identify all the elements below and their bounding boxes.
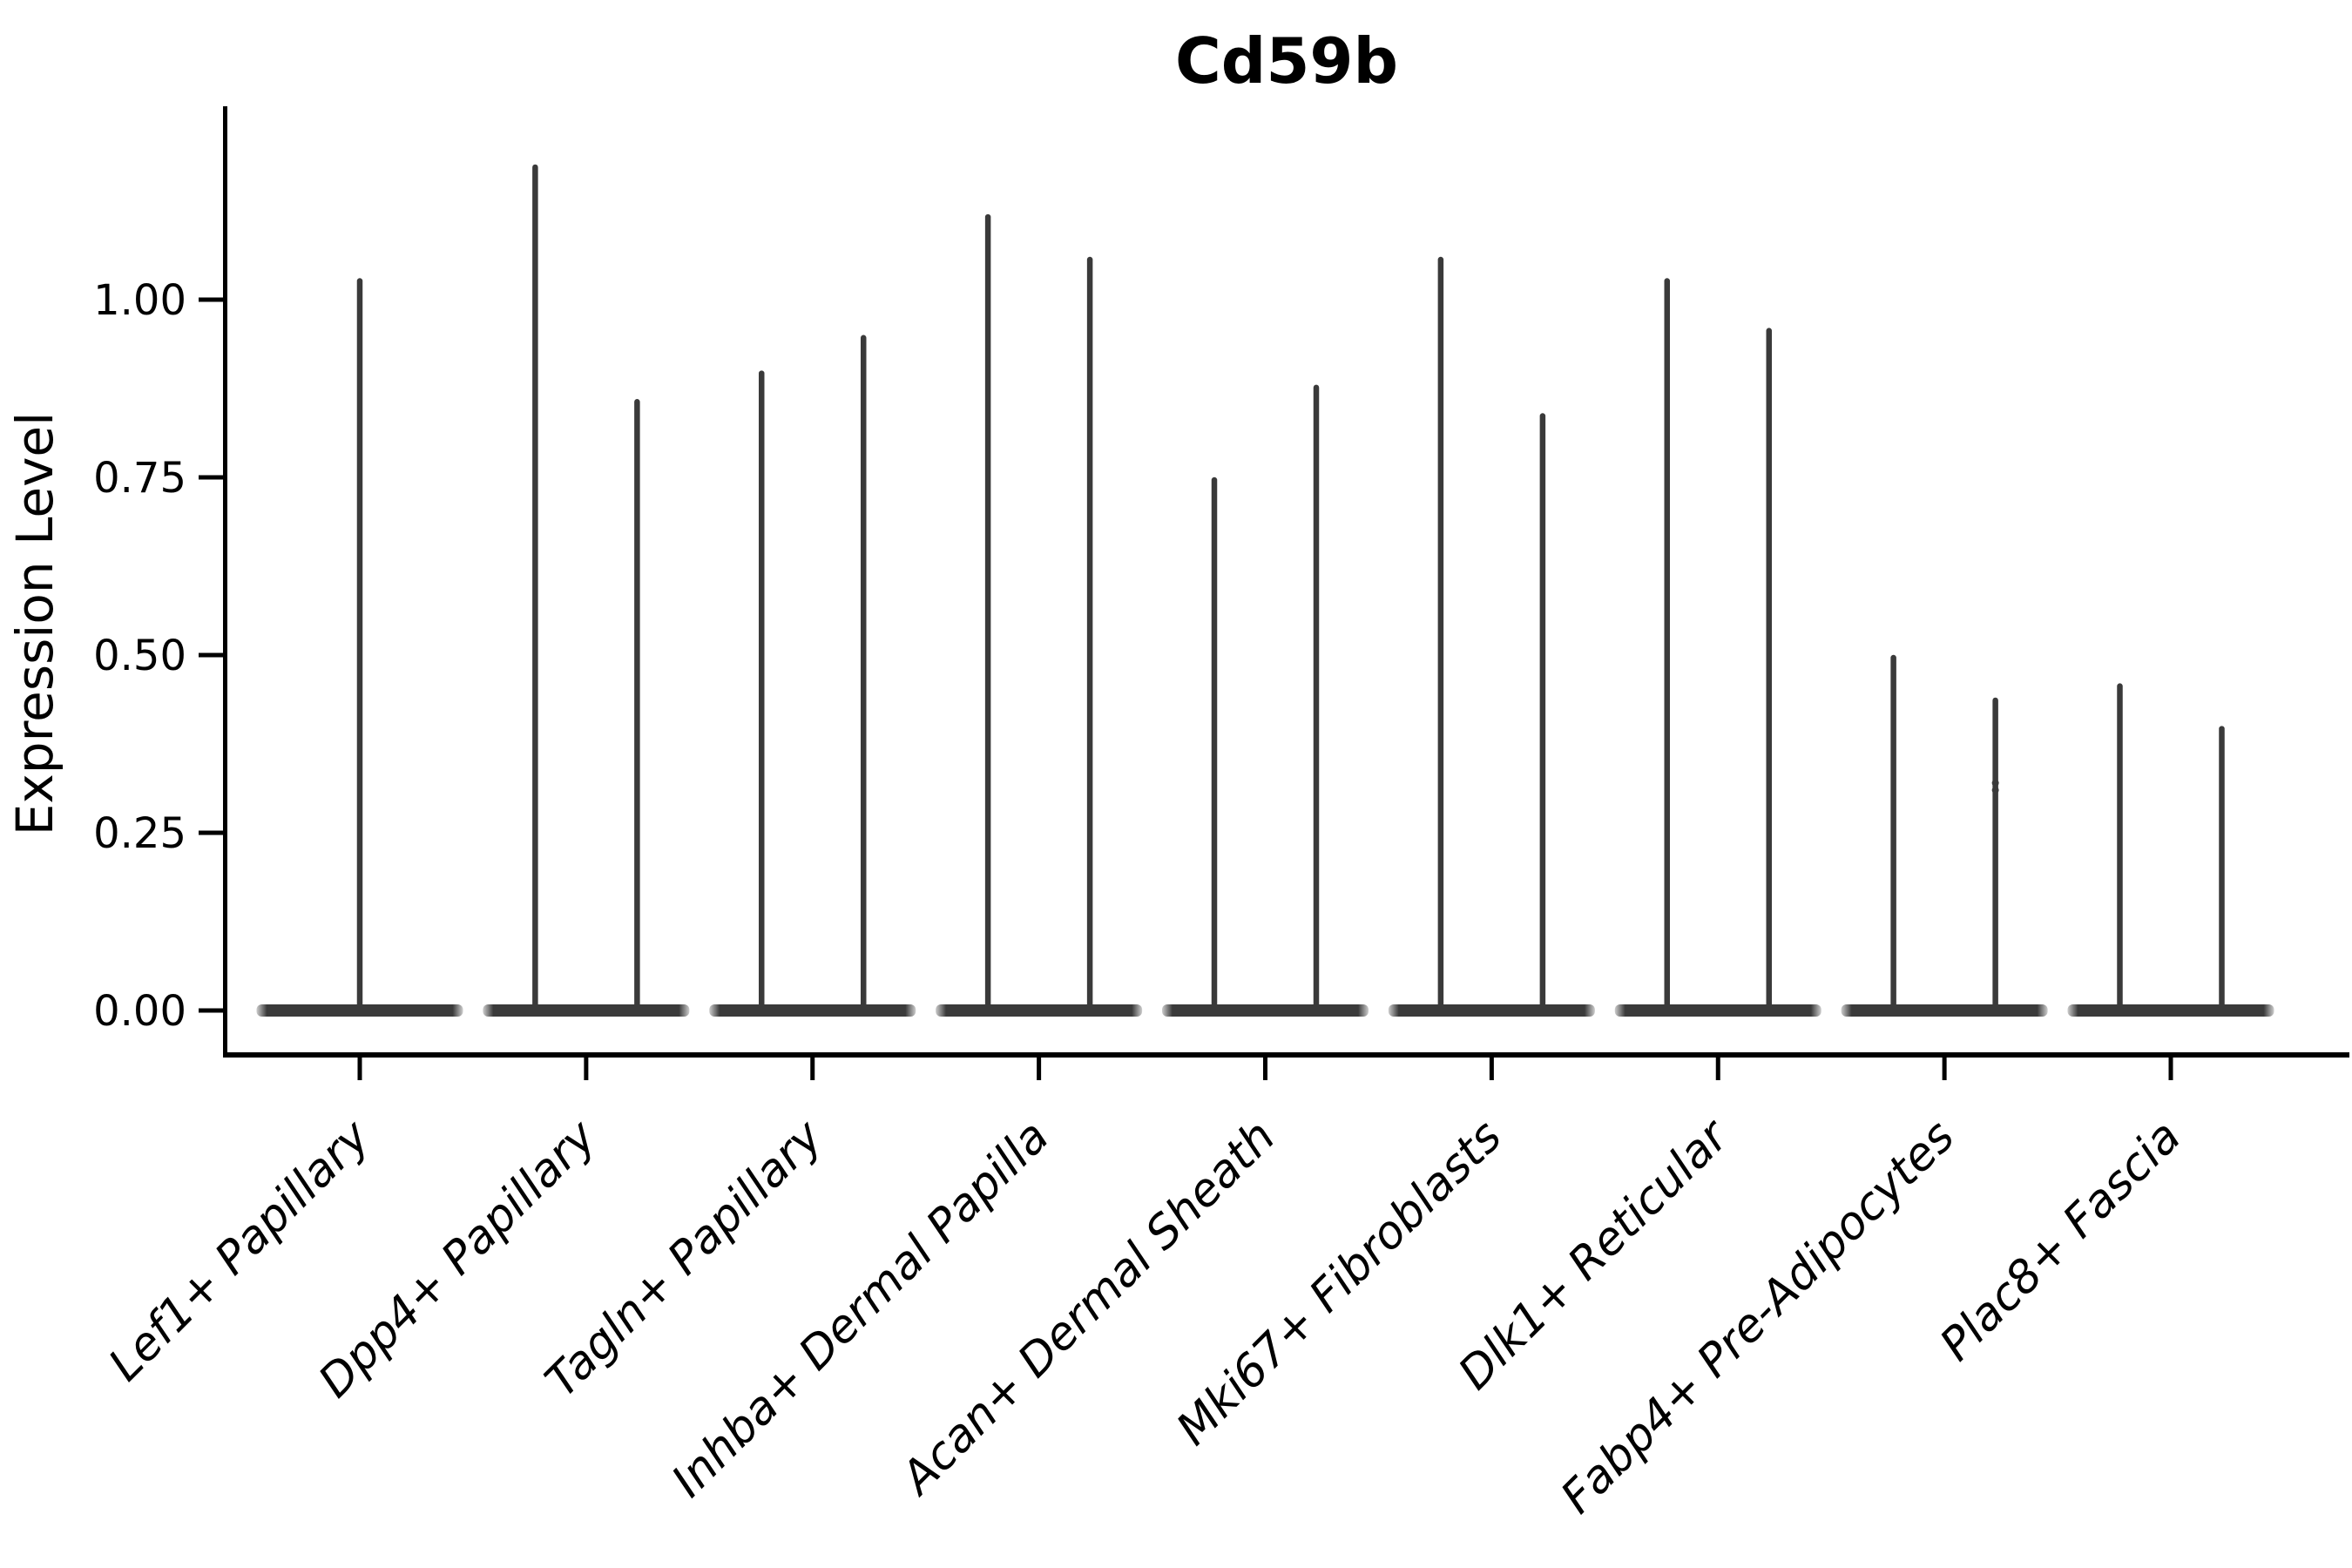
y-tick-label: 0.50 <box>93 632 186 680</box>
x-tick-label: Fabp4+ Pre-Adipocytes <box>1551 1111 1965 1524</box>
violin-base <box>936 1004 1143 1017</box>
violins <box>256 164 2274 1017</box>
violin-base <box>709 1004 916 1017</box>
x-tick-label: Inhba+ Dermal Papilla <box>662 1111 1059 1508</box>
x-tick-label: Acan+ Dermal Sheath <box>890 1111 1286 1506</box>
y-tick-label: 0.25 <box>93 809 186 858</box>
violin-base <box>1388 1004 1595 1017</box>
violin-base <box>1614 1004 1821 1017</box>
y-tick-label: 1.00 <box>93 276 186 325</box>
violin-base <box>483 1004 690 1017</box>
y-tick-label: 0.75 <box>93 454 186 503</box>
plot-title: Cd59b <box>1175 24 1398 98</box>
x-tick-label: Plac8+ Fascia <box>1930 1111 2191 1371</box>
jitter-points <box>1991 779 1999 794</box>
y-tick-label: 0.00 <box>93 987 186 1036</box>
y-axis-label: Expression Level <box>5 412 64 835</box>
jitter-point <box>1991 779 1999 787</box>
jitter-point <box>1991 787 1999 794</box>
y-axis-ticks: 1.00 0.75 0.50 0.25 0.00 <box>93 276 223 1036</box>
violin-base <box>1162 1004 1369 1017</box>
violin-base <box>1841 1004 2048 1017</box>
violin-base <box>2067 1004 2274 1017</box>
x-axis-spine <box>223 1052 2349 1058</box>
y-axis-spine <box>223 106 227 1057</box>
